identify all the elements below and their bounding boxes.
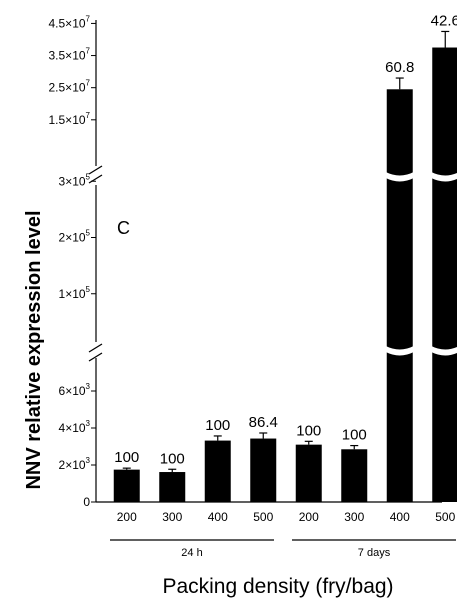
data-label: 42.6 [431, 12, 457, 29]
bar [250, 438, 277, 502]
y-tick-labels: 0 2×103 4×103 6×103 1×105 2×105 3×105 1.5×107 2.… [49, 14, 91, 509]
axis-break-mark [88, 174, 103, 184]
bar-break-gap [431, 346, 457, 356]
y-tick-label: 3.5×107 [49, 47, 91, 63]
bar [386, 89, 413, 502]
data-label: 100 [342, 427, 367, 444]
data-label: 100 [296, 422, 321, 439]
data-label: 100 [205, 417, 230, 434]
x-tick-label: 400 [390, 510, 410, 524]
bar [432, 47, 457, 503]
y-tick-label: 1×105 [59, 285, 91, 301]
bar-break-gap [385, 346, 414, 356]
bar [204, 440, 231, 502]
panel-label: C [117, 218, 130, 238]
category-groups: 24 h 7 days [110, 539, 456, 559]
axis-break-mark [88, 352, 103, 362]
data-label: 60.8 [385, 59, 414, 76]
x-tick-label: 400 [208, 510, 228, 524]
x-tick-label: 300 [162, 510, 182, 524]
axis-break-mark [88, 165, 103, 175]
y-tick-label: 2×103 [59, 456, 91, 472]
data-label: 100 [160, 450, 185, 467]
y-tick-label: 6×103 [59, 382, 91, 398]
y-tick-label: 4×103 [59, 419, 91, 435]
group-label: 24 h [181, 547, 202, 559]
bar-break-gap [431, 172, 457, 182]
bar-break-gap [385, 172, 414, 182]
y-tick-label: 4.5×107 [49, 14, 91, 30]
bar [295, 444, 322, 502]
x-tick-label: 300 [344, 510, 364, 524]
x-tick-label: 200 [299, 510, 319, 524]
y-tick-label: 0 [83, 495, 90, 509]
x-tick-label: 500 [253, 510, 273, 524]
y-tick-label: 1.5×107 [49, 111, 91, 127]
y-tick-label: 2.5×107 [49, 79, 91, 95]
bar [159, 472, 186, 502]
group-label: 7 days [358, 547, 391, 559]
y-tick-label: 3×105 [59, 172, 91, 188]
axes [88, 20, 442, 503]
data-label: 86.4 [249, 414, 278, 431]
x-tick-label: 200 [117, 510, 137, 524]
bar [113, 469, 140, 502]
bar [341, 449, 368, 502]
y-axis-label: NNV relative expression level [23, 210, 45, 489]
x-tick-labels: 200 300 400 500 200 300 400 500 [117, 510, 456, 524]
x-tick-label: 500 [435, 510, 455, 524]
x-axis-label: Packing density (fry/bag) [162, 575, 393, 598]
axis-break-mark [88, 343, 103, 353]
bars: 100 100 100 86.4 100 100 60.8 42.6 [113, 12, 457, 503]
y-tick-label: 2×105 [59, 229, 91, 245]
data-label: 100 [114, 449, 139, 466]
